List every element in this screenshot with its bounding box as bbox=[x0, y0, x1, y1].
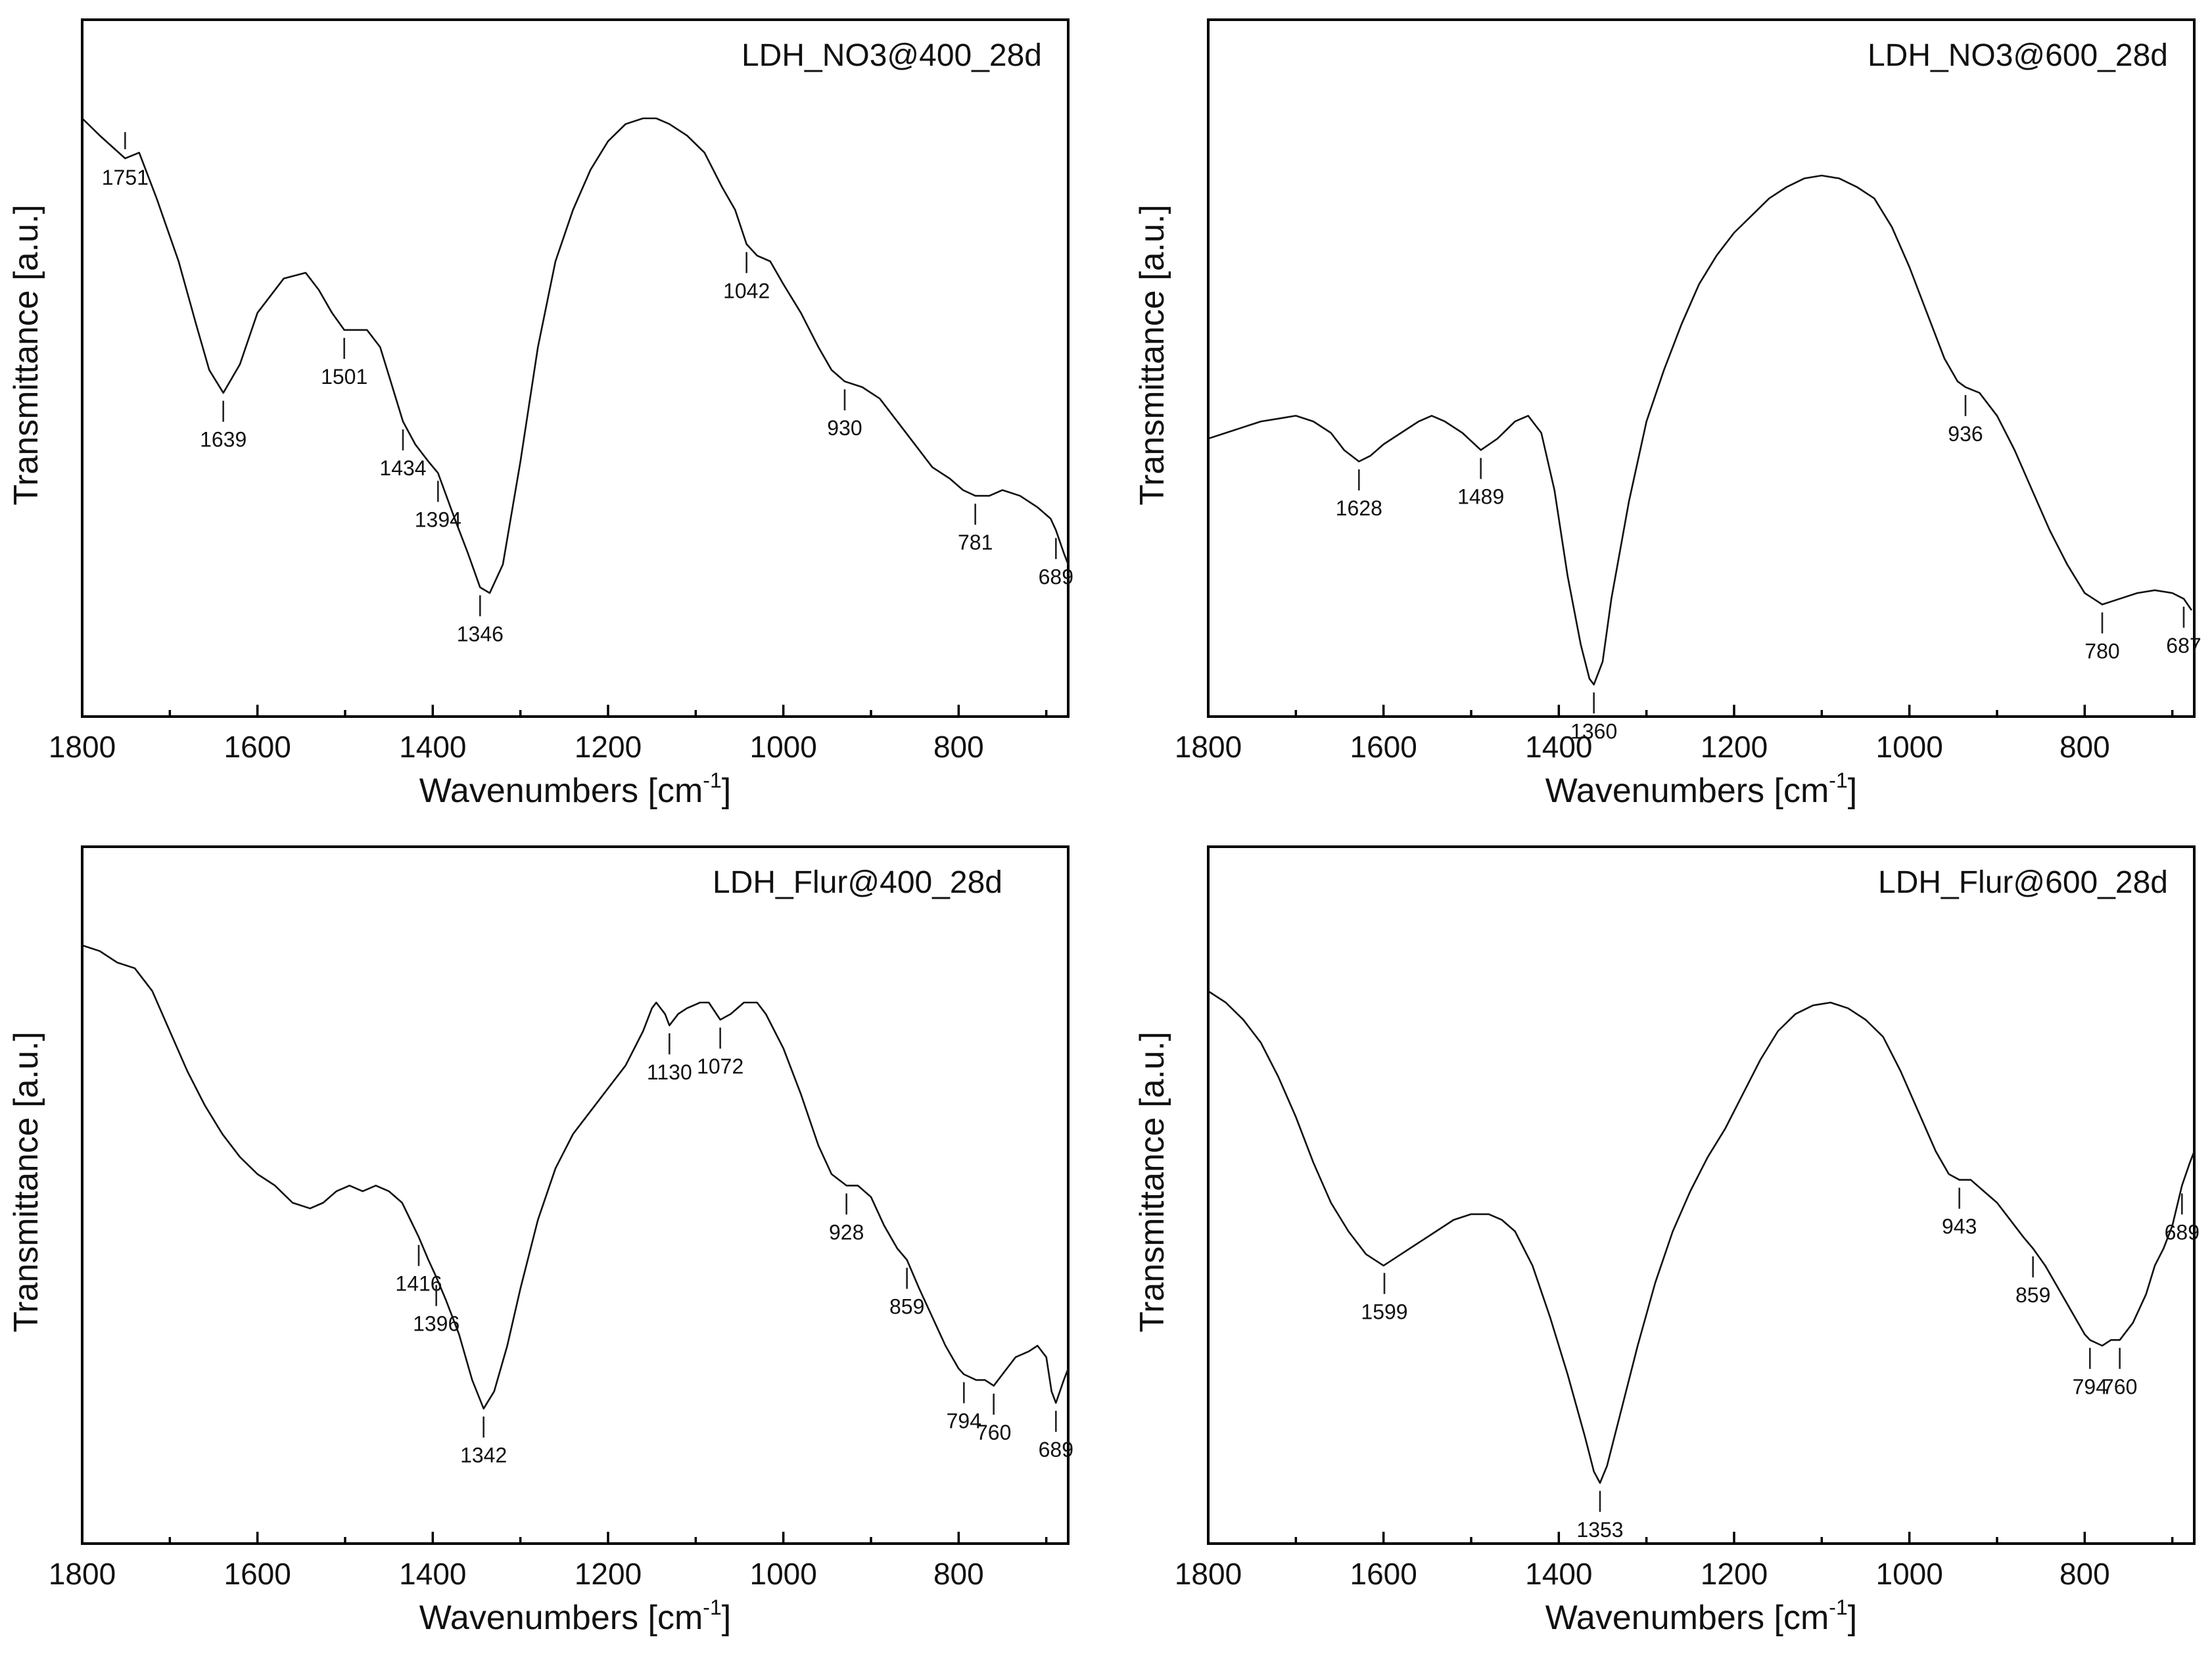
plot-frame bbox=[1207, 845, 2196, 1545]
peak-label: 1042 bbox=[723, 279, 770, 302]
panel-title: LDH_Flur@600_28d bbox=[1878, 865, 2168, 900]
peak-label: 1489 bbox=[1457, 485, 1504, 509]
peak-label: 859 bbox=[889, 1295, 924, 1319]
peak-label: 930 bbox=[827, 416, 862, 440]
panel-title: LDH_Flur@400_28d bbox=[713, 865, 1002, 900]
peak-label: 1599 bbox=[1361, 1300, 1407, 1323]
x-tick-label: 1600 bbox=[224, 1557, 291, 1591]
peak-label: 794 bbox=[2073, 1375, 2107, 1398]
x-tick-label: 800 bbox=[2059, 730, 2110, 764]
peak-label: 859 bbox=[2015, 1283, 2050, 1307]
peak-label: 1434 bbox=[379, 456, 426, 480]
x-tick-label: 1600 bbox=[1350, 730, 1417, 764]
x-axis-label: Wavenumbers [cm-1] bbox=[419, 769, 731, 810]
spectrum-line bbox=[82, 117, 1070, 594]
y-axis-label: Transmittance [a.u.] bbox=[7, 204, 45, 506]
x-tick-label: 800 bbox=[2059, 1557, 2110, 1591]
peak-label: 1501 bbox=[321, 365, 367, 389]
panel-title: LDH_NO3@600_28d bbox=[1868, 38, 2168, 73]
spectrum-panel-3: 1800 1600 1400 1200 1000 800 Wavenumbers [cm-1… bbox=[7, 845, 1073, 1637]
x-tick-label: 1200 bbox=[1701, 730, 1768, 764]
peak-label: 943 bbox=[1942, 1215, 1977, 1239]
x-tick-label: 1200 bbox=[575, 730, 642, 764]
peak-label: 936 bbox=[1948, 422, 1983, 446]
x-tick-label: 800 bbox=[933, 730, 984, 764]
x-tick-label: 1400 bbox=[399, 1557, 466, 1591]
peak-label: 1346 bbox=[457, 622, 504, 646]
spectra-panels: 1800 1600 1400 1200 1000 800 Wavenumbers [cm-1… bbox=[7, 18, 2201, 1637]
x-axis-label: Wavenumbers [cm-1] bbox=[419, 1596, 731, 1637]
peak-label: 928 bbox=[829, 1220, 864, 1244]
x-tick-label: 1800 bbox=[49, 1557, 116, 1591]
peak-label: 1394 bbox=[415, 508, 461, 531]
peak-label: 687 bbox=[2166, 634, 2201, 657]
peak-label: 1639 bbox=[200, 428, 247, 452]
peak-label: 689 bbox=[1039, 1438, 1073, 1461]
x-tick-label: 1400 bbox=[1525, 730, 1592, 764]
peak-label: 794 bbox=[947, 1409, 981, 1433]
peak-label: 1396 bbox=[413, 1312, 459, 1336]
peak-label: 780 bbox=[2084, 640, 2119, 663]
panel-title: LDH_NO3@400_28d bbox=[741, 38, 1042, 73]
peak-label: 1751 bbox=[102, 166, 149, 189]
x-tick-label: 1000 bbox=[1875, 1557, 1942, 1591]
spectrum-panel-4: 1800 1600 1400 1200 1000 800 Wavenumbers [cm-1… bbox=[1133, 845, 2200, 1637]
x-tick-label: 1200 bbox=[1701, 1557, 1768, 1591]
plot-frame bbox=[81, 18, 1070, 718]
spectrum-panel-2: 1800 1600 1400 1200 1000 800 Wavenumbers [cm-1… bbox=[1133, 18, 2201, 810]
x-axis-label: Wavenumbers [cm-1] bbox=[1545, 769, 1857, 810]
x-tick-label: 1600 bbox=[1350, 1557, 1417, 1591]
x-tick-label: 1800 bbox=[1175, 1557, 1242, 1591]
peak-label: 1360 bbox=[1570, 719, 1617, 743]
peak-label: 760 bbox=[2102, 1375, 2137, 1398]
peak-label: 689 bbox=[2165, 1220, 2200, 1244]
peak-label: 1628 bbox=[1336, 496, 1382, 520]
plot-frame bbox=[1207, 18, 2196, 718]
y-axis-label: Transmittance [a.u.] bbox=[7, 1031, 45, 1333]
peak-label: 1353 bbox=[1576, 1518, 1623, 1542]
plot-frame bbox=[81, 845, 1070, 1545]
y-axis-label: Transmittance [a.u.] bbox=[1133, 1031, 1171, 1333]
spectrum-line bbox=[1208, 174, 2193, 686]
spectrum-line bbox=[1208, 990, 2196, 1484]
peak-label: 1416 bbox=[395, 1272, 442, 1296]
peak-label: 1342 bbox=[460, 1444, 507, 1467]
x-tick-label: 1400 bbox=[399, 730, 466, 764]
x-axis-label: Wavenumbers [cm-1] bbox=[1545, 1596, 1857, 1637]
y-axis-label: Transmittance [a.u.] bbox=[1133, 204, 1171, 506]
peak-label: 760 bbox=[976, 1421, 1011, 1444]
x-tick-label: 1400 bbox=[1525, 1557, 1592, 1591]
x-tick-label: 1000 bbox=[1875, 730, 1942, 764]
peak-label: 1072 bbox=[697, 1054, 743, 1078]
x-tick-label: 1600 bbox=[224, 730, 291, 764]
peak-label: 1130 bbox=[647, 1060, 692, 1084]
peak-label: 689 bbox=[1039, 565, 1073, 588]
x-tick-label: 1800 bbox=[49, 730, 116, 764]
x-tick-label: 1000 bbox=[749, 730, 816, 764]
spectrum-line bbox=[82, 944, 1070, 1409]
x-tick-label: 1000 bbox=[749, 1557, 816, 1591]
peak-label: 781 bbox=[958, 531, 993, 554]
x-tick-label: 1200 bbox=[575, 1557, 642, 1591]
spectrum-panel-1: 1800 1600 1400 1200 1000 800 Wavenumbers [cm-1… bbox=[7, 18, 1073, 810]
x-tick-label: 1800 bbox=[1175, 730, 1242, 764]
x-tick-label: 800 bbox=[933, 1557, 984, 1591]
